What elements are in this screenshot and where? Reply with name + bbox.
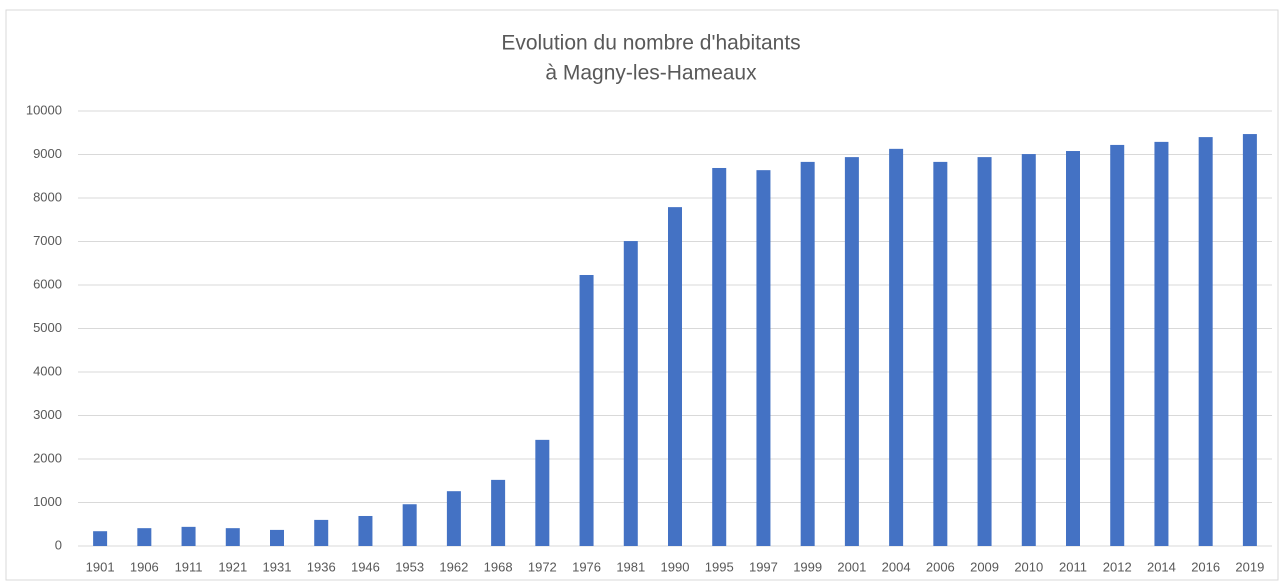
x-tick-label: 1995 bbox=[705, 559, 734, 574]
bar bbox=[181, 526, 196, 546]
x-tick-label: 1976 bbox=[572, 559, 601, 574]
x-tick-label: 1911 bbox=[175, 559, 203, 574]
x-tick-label: 1999 bbox=[793, 559, 822, 574]
bar bbox=[1198, 137, 1213, 546]
bar bbox=[1066, 151, 1080, 546]
x-tick-label: 1936 bbox=[307, 559, 336, 574]
bar bbox=[1110, 144, 1125, 546]
bar bbox=[800, 161, 815, 546]
y-tick-label: 10000 bbox=[26, 102, 62, 117]
bar bbox=[314, 519, 329, 546]
y-tick-label: 0 bbox=[55, 537, 62, 552]
bar bbox=[270, 529, 284, 546]
bar bbox=[623, 241, 638, 546]
x-tick-label: 1997 bbox=[749, 559, 778, 574]
x-tick-label: 1931 bbox=[263, 559, 292, 574]
bar bbox=[712, 167, 727, 547]
y-tick-label: 5000 bbox=[33, 320, 62, 335]
bar bbox=[977, 157, 992, 547]
y-tick-label: 7000 bbox=[33, 233, 62, 248]
x-tick-label: 2011 bbox=[1059, 559, 1087, 574]
x-tick-label: 1962 bbox=[439, 559, 468, 574]
chart-border bbox=[5, 9, 1279, 581]
x-tick-label: 2019 bbox=[1235, 559, 1264, 574]
bar bbox=[491, 479, 506, 546]
y-tick-label: 4000 bbox=[33, 363, 62, 378]
y-tick-label: 2000 bbox=[33, 450, 62, 465]
bar bbox=[1021, 154, 1036, 546]
x-tick-label: 1972 bbox=[528, 559, 557, 574]
bar bbox=[844, 157, 859, 547]
x-tick-label: 2009 bbox=[970, 559, 999, 574]
chart-title: à Magny-les-Hameaux bbox=[545, 62, 757, 85]
y-tick-label: 9000 bbox=[33, 146, 62, 161]
y-tick-label: 6000 bbox=[33, 276, 62, 291]
x-tick-label: 2010 bbox=[1014, 559, 1043, 574]
bar bbox=[756, 170, 771, 546]
bar bbox=[225, 528, 240, 546]
x-tick-label: 2004 bbox=[882, 559, 911, 574]
x-tick-label: 2016 bbox=[1191, 559, 1220, 574]
bar bbox=[535, 439, 550, 546]
y-tick-label: 8000 bbox=[33, 189, 62, 204]
x-tick-label: 2001 bbox=[837, 559, 866, 574]
y-tick-label: 3000 bbox=[33, 407, 62, 422]
bar bbox=[1154, 141, 1169, 546]
x-tick-label: 1906 bbox=[130, 559, 159, 574]
bar bbox=[446, 491, 461, 546]
x-tick-label: 1921 bbox=[218, 559, 247, 574]
bar bbox=[137, 528, 152, 546]
bar bbox=[358, 515, 373, 546]
y-tick-label: 1000 bbox=[33, 494, 62, 509]
chart-title: Evolution du nombre d'habitants bbox=[501, 32, 800, 55]
x-tick-label: 2014 bbox=[1147, 559, 1176, 574]
x-tick-label: 1946 bbox=[351, 559, 380, 574]
bar bbox=[889, 148, 904, 546]
x-tick-label: 1990 bbox=[661, 559, 690, 574]
bar bbox=[1242, 134, 1257, 546]
bar bbox=[93, 531, 108, 546]
x-tick-label: 1981 bbox=[616, 559, 645, 574]
x-tick-label: 1968 bbox=[484, 559, 513, 574]
x-tick-label: 1901 bbox=[86, 559, 115, 574]
bar bbox=[579, 274, 594, 546]
bar bbox=[668, 207, 682, 546]
x-tick-label: 2012 bbox=[1103, 559, 1132, 574]
bar bbox=[402, 504, 417, 546]
bar bbox=[933, 161, 948, 546]
x-tick-label: 2006 bbox=[926, 559, 955, 574]
x-tick-label: 1953 bbox=[395, 559, 424, 574]
